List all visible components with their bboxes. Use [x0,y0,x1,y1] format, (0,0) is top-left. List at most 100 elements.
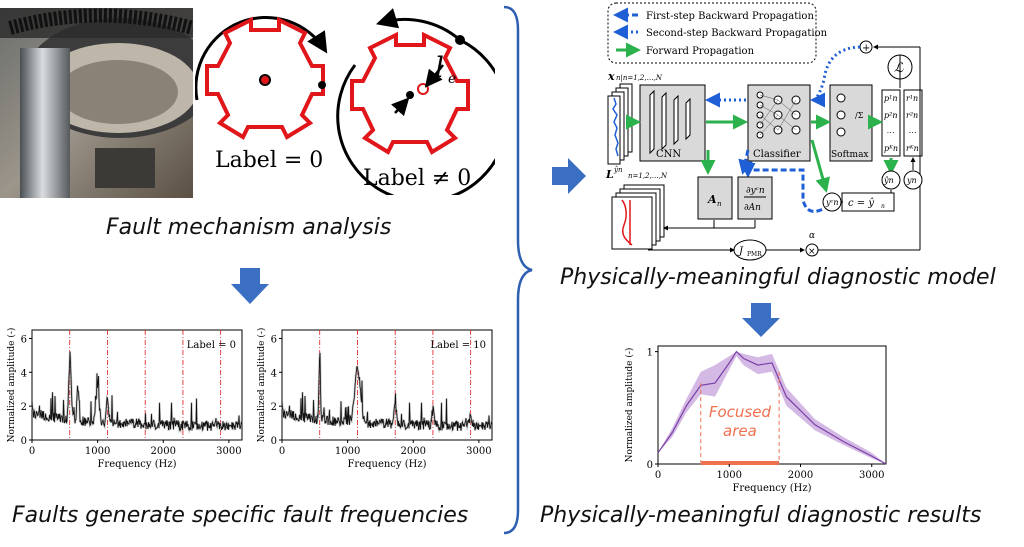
gradient-block [737,176,773,220]
cnn-label: CNN [656,149,681,160]
plot-frame [281,329,493,441]
svg-text:L: L [605,168,614,181]
svg-text:⋯: ⋯ [886,128,894,137]
svg-text:α: α [809,231,815,241]
svg-text:r¹n: r¹n [906,94,918,103]
svg-text:∂An: ∂An [744,203,761,213]
legend-forward: Forward Propagation [646,46,755,57]
svg-text:∂yᶜn: ∂yᶜn [746,186,765,196]
y-true-node [903,170,923,190]
y-tick-label: 6 [21,334,27,345]
svg-text:e: e [448,71,456,87]
y-tick-label: 0 [647,460,653,471]
x-axis-label: Frequency (Hz) [732,483,811,494]
caption-frequencies: Faults generate specific fault frequenci… [12,503,469,528]
right-arrow-icon [552,158,586,194]
confidence-band [658,351,886,464]
svg-text:+: + [862,43,870,54]
plot-frame [31,329,243,441]
classifier-label: Classifier [753,149,801,160]
x-tick-label: 2000 [151,446,176,457]
x-tick-label: 2000 [401,446,426,457]
svg-text:rᴷn: rᴷn [906,144,919,153]
y-tick-label: 2 [21,402,27,413]
caption-mechanism: Fault mechanism analysis [106,215,392,240]
curly-brace [503,5,533,535]
svg-text:ℒ: ℒ [894,61,904,76]
signal-line [281,352,493,432]
y-tick-label: 1 [647,348,653,359]
eccentricity-symbol: l [435,51,444,84]
svg-text:n|n=1,2,…,N: n|n=1,2,…,N [616,74,663,82]
legend-second-backward: Second-step Backward Propagation [646,28,828,39]
svg-text:p²n: p²n [884,111,897,120]
down-arrow-icon [231,268,269,304]
label-vector [903,89,923,157]
input-signal-stack [607,83,633,165]
svg-text:r²n: r²n [906,111,918,120]
svg-text:n=1,2,…,N: n=1,2,…,N [628,172,668,180]
svg-text:n: n [881,203,885,210]
svg-text:ŷn: ŷn [613,166,623,174]
x-tick-label: 3000 [216,446,241,457]
label-nonzero: Label ≠ 0 [363,166,471,191]
caption-results: Physically-meaningful diagnostic results [540,503,982,528]
svg-text:PMR: PMR [747,251,762,258]
svg-text:x: x [607,70,615,83]
y-class-node [822,192,842,212]
svg-text:×: × [808,247,816,257]
signal-band [280,352,494,434]
y-axis-label: Normalized amplitude (-) [6,328,17,443]
svg-text:ŷn: ŷn [883,176,894,185]
localization-map-stack [611,184,665,250]
y-tick-label: 0 [271,436,277,447]
svg-text:⋯: ⋯ [908,128,916,137]
y-tick-label: 4 [271,368,277,379]
x-tick-label: 3000 [466,446,491,457]
softmax-label: Softmax [831,150,869,160]
y-tick-label: 6 [271,334,277,345]
y-tick-label: 2 [271,402,277,413]
svg-text:yᶜn: yᶜn [825,198,839,207]
signal-line [31,351,243,432]
svg-text:J: J [737,246,744,257]
x-tick-label: 3000 [859,470,884,481]
diagnostic-model-diagram: First-step Backward Propagation Second-s… [605,2,923,261]
down-arrow-icon [742,303,780,337]
x-tick-label: 2000 [788,470,813,481]
bearing-photo [0,8,193,198]
svg-text:pᴷn: pᴷn [884,144,898,153]
svg-text:/Σ: /Σ [855,111,864,120]
x-axis-label: Frequency (Hz) [347,459,426,470]
signal-band [30,351,244,434]
x-tick-label: 1000 [717,470,742,481]
x-axis-label: Frequency (Hz) [97,459,176,470]
svg-text:c = ŷ: c = ŷ [848,198,874,209]
y-axis-label: Normalized amplitude (-) [256,328,267,443]
x-tick-label: 0 [655,470,661,481]
focus-label: Focused [709,403,772,421]
svg-text:A: A [707,193,717,206]
y-axis-label: Normalized amplitude (-) [624,348,635,463]
x-tick-label: 1000 [85,446,110,457]
y-tick-label: 0 [21,436,27,447]
caption-model: Physically-meaningful diagnostic model [560,265,996,290]
spectrum-chart-right: 0 1000 2000 3000 0 2 4 6 Frequency (Hz) Normalize… [256,328,494,470]
x-tick-label: 1000 [335,446,360,457]
spectrum-chart-left: 0 1000 2000 3000 0 2 4 6 Frequency (Hz) Normalize… [6,328,244,470]
legend-first-backward: First-step Backward Propagation [646,11,814,22]
focus-label: area [723,422,757,440]
svg-text:p¹n: p¹n [884,94,897,103]
y-hat-node [881,170,901,190]
x-tick-label: 0 [29,446,35,457]
chart-label: Label = 0 [187,340,236,351]
svg-text:yn: yn [906,176,917,185]
chart-label: Label = 10 [430,340,486,351]
x-tick-label: 0 [279,446,285,457]
gear-healthy: Label = 0 [195,15,328,173]
activation-block [697,176,733,220]
label-zero: Label = 0 [215,148,323,173]
y-tick-label: 4 [21,368,27,379]
svg-text:n: n [717,200,722,208]
